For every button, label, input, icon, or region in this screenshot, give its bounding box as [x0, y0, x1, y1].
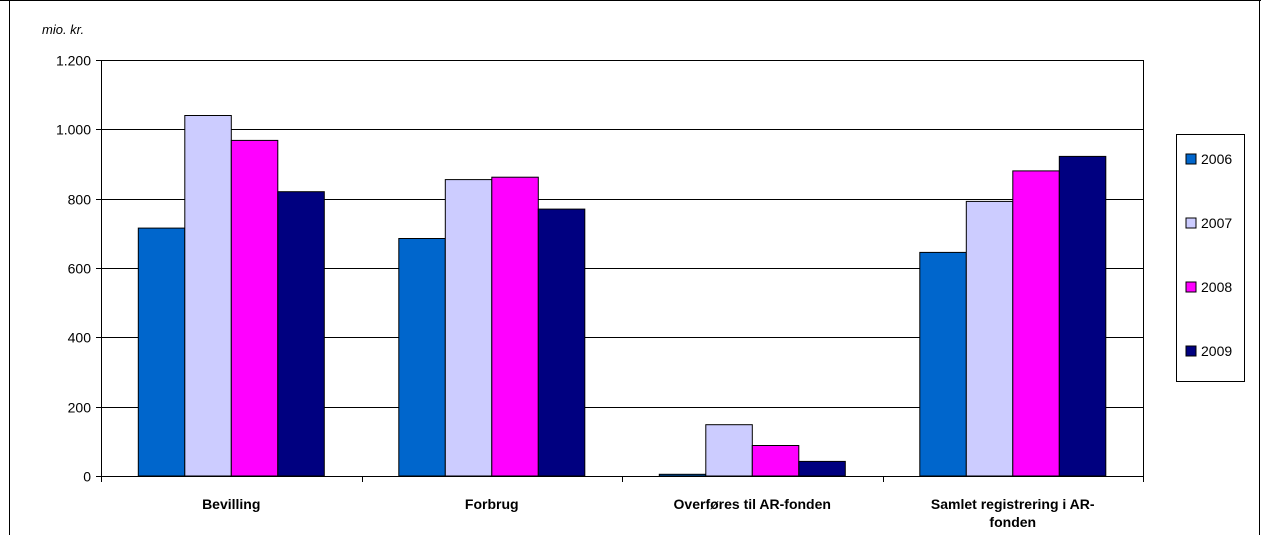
bar-2007-1	[184, 115, 232, 477]
legend-label-2006: 2006	[1201, 151, 1232, 167]
x-category-label: Forbrug	[465, 496, 519, 512]
bar-2009-4	[1058, 155, 1107, 477]
legend-label-2007: 2007	[1201, 215, 1232, 231]
bar-2008-2	[491, 176, 539, 477]
legend-swatch-2007	[1185, 217, 1197, 229]
x-category-label: Bevilling	[202, 496, 260, 512]
x-category-label: fonden	[989, 514, 1036, 530]
legend-swatch-2008	[1185, 281, 1197, 293]
y-tick-label: 1.000	[56, 122, 91, 138]
y-unit-label: mio. kr.	[42, 22, 84, 37]
bar-2007-4	[965, 200, 1014, 477]
x-category-label: Overføres til AR-fonden	[674, 496, 831, 512]
bar-2009-3	[798, 460, 846, 477]
legend-box	[1176, 134, 1245, 382]
bar-2008-3	[751, 445, 800, 477]
bar-2006-2	[398, 238, 446, 477]
y-tick-label: 600	[68, 261, 92, 277]
bar-2009-1	[277, 191, 325, 477]
bar-2006-3	[658, 473, 707, 477]
bar-2008-1	[230, 139, 279, 477]
legend-label-2008: 2008	[1201, 279, 1232, 295]
legend-swatch-2009	[1185, 345, 1197, 357]
x-category-label: Samlet registrering i AR-	[931, 496, 1095, 512]
bar-2007-2	[444, 179, 493, 477]
y-tick-label: 0	[83, 469, 91, 485]
y-tick-label: 200	[68, 400, 92, 416]
bar-2006-1	[137, 227, 186, 477]
bar-2007-3	[705, 424, 753, 477]
bar-2009-2	[537, 208, 586, 477]
legend-swatch-2006	[1185, 153, 1197, 165]
bar-2006-4	[919, 251, 967, 477]
y-tick-label: 1.200	[56, 53, 91, 69]
y-tick-label: 800	[68, 192, 92, 208]
y-tick-label: 400	[68, 330, 92, 346]
legend-label-2009: 2009	[1201, 343, 1232, 359]
bar-2008-4	[1012, 170, 1060, 477]
